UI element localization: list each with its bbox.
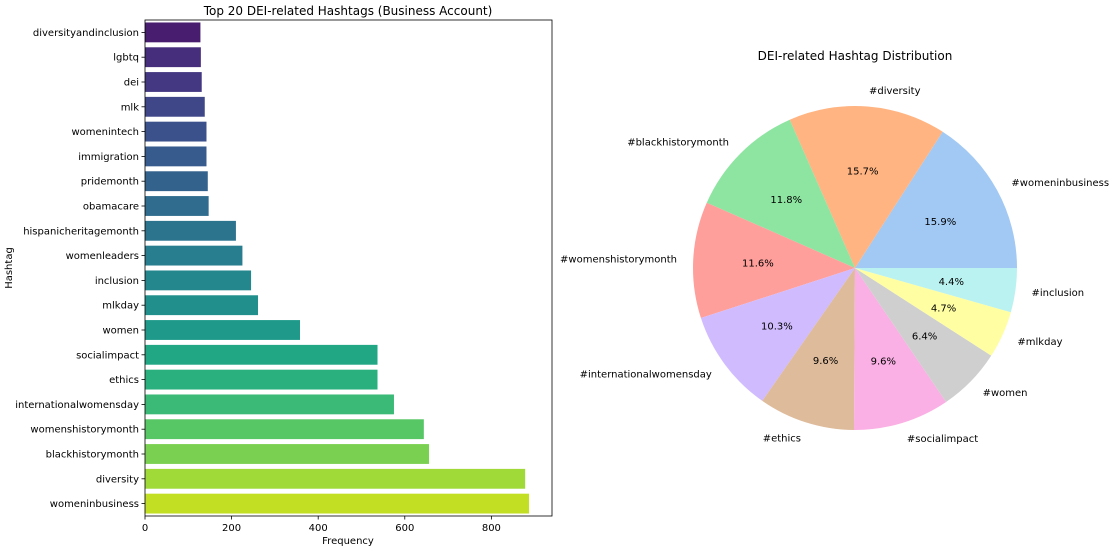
pie-slice-womenshistorymonth [693,202,855,319]
bar-category-label: obamacare [83,202,139,213]
bar-diversityandinclusion [145,22,201,43]
bar-socialimpact [145,344,378,365]
pie-chart: DEI-related Hashtag Distribution 15.9%15… [560,49,1109,445]
pie-slice-diversity [789,106,943,268]
bar-category-label: pridemonth [81,177,139,188]
bar-category-label: womenintech [71,127,139,138]
pie-slice-ethics [762,268,855,430]
pie-slice-label: #womeninbusiness [1011,178,1109,189]
pie-slice-women [855,268,992,402]
pie-percent-label: 4.4% [939,277,964,288]
bar-y-axis-label: Hashtag [4,247,15,289]
bar-immigration [145,146,207,167]
bar-plot-frame [144,19,553,517]
bar-category-label: lgbtq [113,53,139,64]
bar-blackhistorymonth [145,444,430,464]
pie-percent-label: 9.6% [813,356,838,367]
bar-category-label: inclusion [95,276,139,287]
bar-category-label: mlk [121,102,140,113]
pie-slice-label: #women [983,388,1028,399]
pie-percent-label: 6.4% [912,331,937,342]
bar-womeninbusiness [145,493,530,514]
pie-percent-label: 9.6% [871,356,896,367]
pie-slice-socialimpact [853,268,947,430]
bar-category-label: womenshistorymonth [30,425,139,436]
bar-inclusion [145,270,252,291]
bar-x-tick-label: 800 [482,523,501,534]
bar-category-labels: diversityandinclusionlgbtqdeimlkwomenint… [15,28,145,510]
bar-lgbtq [145,47,201,68]
bar-category-label: diversity [96,474,139,485]
bar-x-tick-label: 600 [395,523,414,534]
pie-slice-labels: #womeninbusiness #diversity #blackhistorym… [560,86,1109,445]
bar-womenintech [145,121,207,142]
bar-diversity [145,468,526,489]
pie-slice-label: #inclusion [1032,288,1085,299]
bar-category-label: internationalwomensday [15,400,139,411]
pie-percent-label: 4.7% [931,303,956,314]
bar-category-label: blackhistorymonth [46,450,139,461]
bar-women [145,320,301,340]
bar-category-label: hispanicheritagemonth [23,226,139,237]
bar-mlk [145,96,205,117]
pie-slice-label: #ethics [763,433,801,444]
bar-category-label: mlkday [102,301,139,312]
bar-mlkday [145,295,259,316]
bar-obamacare [145,196,209,216]
bar-category-label: ethics [109,375,139,386]
pie-slice-mlkday [855,268,1011,356]
bar-pridemonth [145,171,208,192]
pie-slice-internationalwomensday [700,268,855,401]
bar-category-label: dei [124,78,139,89]
pie-slice-inclusion [855,268,1017,313]
pie-slice-label: #womenshistorymonth [560,255,677,266]
bar-ethics [145,369,378,390]
bar-chart: Top 20 DEI-related Hashtags (Business Ac… [4,4,553,547]
pie-slice-label: #blackhistorymonth [627,137,729,148]
bar-category-label: diversityandinclusion [33,28,139,39]
bar-x-tick-label: 200 [222,523,241,534]
bar-x-axis-label: Frequency [322,536,374,547]
bar-x-tick-label: 0 [142,523,148,534]
bar-x-ticks: 0 200 400 600 800 [142,516,501,534]
bar-internationalwomensday [145,394,394,415]
pie-percent-labels: 15.9% 15.7% 11.8% 11.6% 10.3% 9.6% 9.6% 6.4% 4.7… [742,167,964,368]
pie-slice-blackhistorymonth [706,119,855,268]
bar-womenshistorymonth [145,419,424,440]
bar-chart-title: Top 20 DEI-related Hashtags (Business Ac… [203,4,493,18]
bar-dei [145,72,202,92]
pie-percent-label: 15.7% [847,167,879,178]
pie-slice-label: #mlkday [1017,337,1062,348]
bar-category-label: socialimpact [76,350,139,361]
pie-percent-label: 10.3% [761,321,793,332]
bar-x-tick-label: 400 [309,523,328,534]
bar-category-label: womeninbusiness [50,499,139,510]
pie-slice-label: #socialimpact [907,434,978,445]
pie-percent-label: 11.6% [742,259,774,270]
bar-marks [145,22,530,514]
pie-slice-womeninbusiness [855,131,1017,268]
bar-womenleaders [145,245,243,266]
pie-percent-label: 15.9% [924,217,956,228]
pie-chart-title: DEI-related Hashtag Distribution [758,49,953,63]
pie-percent-label: 11.8% [770,195,802,206]
pie-slice-label: #internationalwomensday [580,370,712,381]
pie-slice-label: #diversity [869,86,921,97]
pie-slices [693,106,1017,430]
bar-hispanicheritagemonth [145,220,236,241]
bar-category-label: women [102,326,139,337]
bar-category-label: immigration [78,152,139,163]
bar-category-label: womenleaders [66,251,139,262]
